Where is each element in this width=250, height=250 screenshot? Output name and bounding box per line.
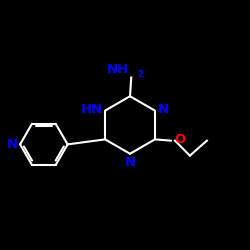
Text: NH: NH <box>106 63 129 76</box>
Text: N: N <box>124 156 136 169</box>
Text: N: N <box>7 138 18 151</box>
Text: N: N <box>158 103 169 116</box>
Text: HN: HN <box>80 103 102 116</box>
Text: 2: 2 <box>138 70 144 79</box>
Text: O: O <box>174 133 186 146</box>
